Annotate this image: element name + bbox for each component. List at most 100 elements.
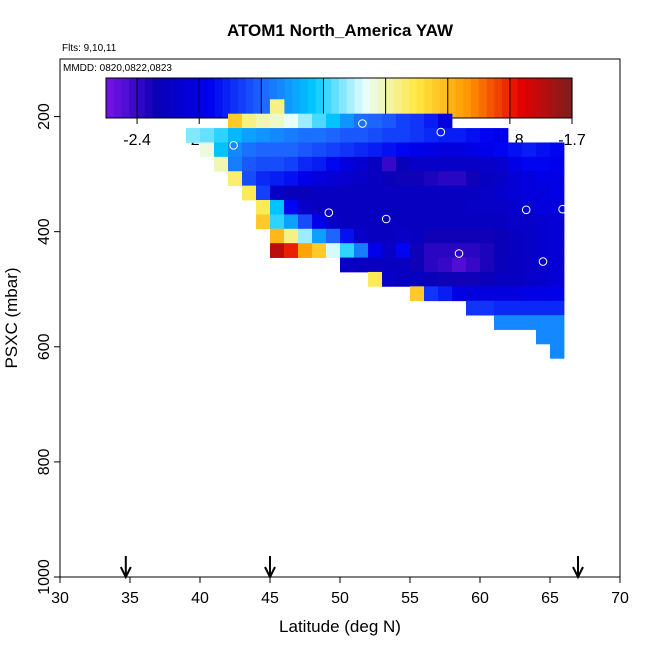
y-tick-label: 1000 [36, 559, 53, 595]
heatmap-cell [494, 214, 509, 230]
sample-circle [538, 257, 548, 266]
sample-circle [381, 214, 391, 224]
heatmap-cell [368, 243, 383, 258]
y-tick-label: 600 [36, 333, 53, 360]
heatmap-cell [480, 228, 495, 244]
colorbar-swatch [471, 78, 480, 118]
heatmap-cell [396, 128, 411, 143]
heatmap-cell [410, 128, 425, 143]
colorbar-swatch [222, 78, 231, 118]
heatmap-cell [550, 156, 565, 172]
heatmap-cell [452, 228, 467, 244]
colorbar-swatch [183, 78, 193, 118]
sample-circle [465, 459, 475, 468]
y-tick-label: 800 [36, 448, 53, 475]
heatmap-cell [382, 156, 397, 172]
heatmap-cell [536, 200, 551, 215]
heatmap-cell [312, 228, 327, 244]
flight-latitude-arrows [119, 556, 584, 580]
heatmap-cell [284, 128, 299, 143]
heatmap-cell [382, 185, 397, 201]
colorbar-swatch [175, 78, 185, 118]
heatmap-cell [536, 214, 551, 230]
heatmap-cell [550, 271, 565, 287]
heatmap-cell [326, 243, 341, 258]
colorbar-swatch [533, 78, 542, 118]
heatmap-cell [214, 142, 229, 158]
heatmap-cell [494, 228, 509, 244]
sample-circle [278, 356, 287, 366]
heatmap-cell [536, 300, 551, 316]
heatmap-cell [284, 243, 299, 258]
y-axis-label: PSXC (mbar) [2, 267, 21, 368]
heatmap-cell [340, 171, 355, 187]
colorbar-swatch [509, 78, 519, 118]
heatmap-cell [270, 243, 285, 258]
colorbar-swatch [385, 78, 394, 118]
sample-circle [454, 249, 464, 258]
heatmap-cell [298, 171, 313, 187]
heatmap-cell [396, 113, 411, 129]
heatmap-cell [480, 156, 495, 172]
heatmap-cell [270, 185, 285, 201]
heatmap-cell [480, 185, 495, 201]
heatmap-cell [522, 243, 537, 258]
sample-circle [229, 141, 238, 150]
heatmap-cell [480, 257, 495, 273]
heatmap-cell [312, 113, 327, 129]
heatmap-cell [550, 300, 565, 316]
heatmap-cell [270, 171, 285, 187]
heatmap-cell [284, 200, 299, 215]
x-tick-label: 30 [51, 590, 69, 607]
heatmap-cell [480, 286, 495, 302]
heatmap-cell [452, 286, 467, 302]
heatmap-cell [494, 142, 509, 158]
heatmap-cell [536, 185, 551, 201]
heatmap-cell [452, 156, 467, 172]
heatmap-cell [312, 185, 327, 201]
heatmap-cell [522, 271, 537, 287]
x-tick-label: 40 [191, 590, 209, 607]
heatmap-cell [200, 128, 215, 143]
colorbar-swatch [245, 78, 255, 118]
heatmap-cell [382, 243, 397, 258]
arrow-head [119, 566, 132, 580]
heatmap-cell [550, 343, 565, 359]
heatmap-cell [256, 142, 271, 158]
heatmap-cell [410, 200, 425, 215]
heatmap-cell [396, 271, 411, 287]
heatmap-cell [508, 315, 523, 330]
heatmap-cell [396, 142, 411, 158]
heatmap-cell [228, 142, 243, 158]
heatmap-cell [298, 128, 313, 143]
sample-circle [544, 541, 553, 551]
heatmap-cell [270, 200, 285, 215]
heatmap-cell [480, 214, 495, 230]
colorbar-swatch [152, 78, 161, 118]
colorbar-swatch [292, 78, 301, 118]
heatmap-cell [424, 142, 439, 158]
heatmap-cell [270, 142, 285, 158]
y-axis: 200 400 600 800 1000 [36, 103, 60, 595]
colorbar-swatch [564, 78, 573, 118]
heatmap-cell [438, 113, 453, 129]
heatmap-cell [396, 257, 411, 273]
heatmap-cell [438, 128, 453, 143]
heatmap-cell [340, 113, 355, 129]
heatmap-cell [368, 214, 383, 230]
colorbar-swatch [230, 78, 239, 118]
x-axis: 30 35 40 45 50 55 60 65 70 [51, 577, 629, 607]
colorbar-swatch [486, 78, 495, 118]
heatmap-cell [550, 171, 565, 187]
heatmap-cell [550, 142, 565, 158]
heatmap-cell [368, 257, 383, 273]
heatmap-cell [396, 200, 411, 215]
heatmap-cell [424, 113, 439, 129]
heatmap-cell [522, 228, 537, 244]
heatmap-cell [452, 171, 467, 187]
heatmap-cell [298, 200, 313, 215]
heatmap-cell [424, 286, 439, 302]
heatmap-cell [452, 214, 467, 230]
heatmap-cell [410, 257, 425, 273]
